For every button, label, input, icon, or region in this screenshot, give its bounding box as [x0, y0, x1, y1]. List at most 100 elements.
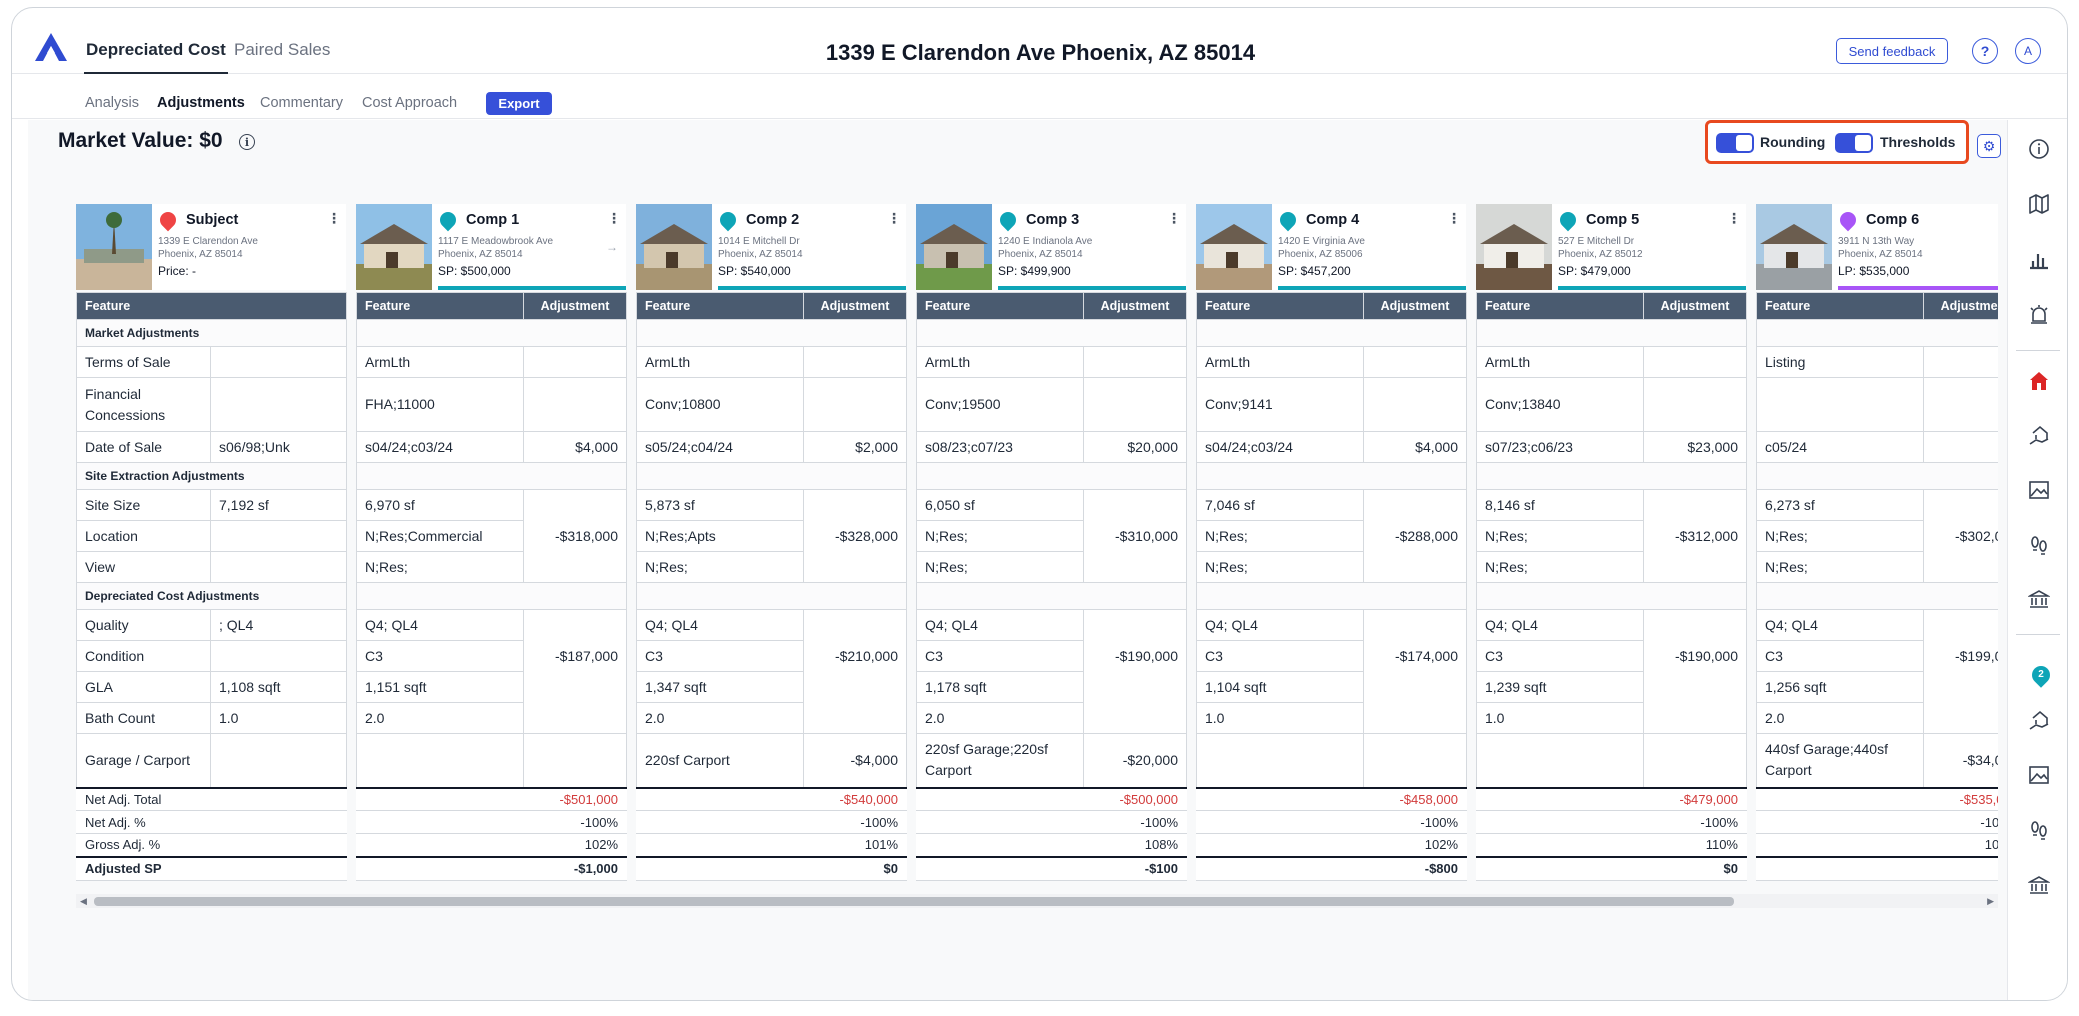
cell[interactable]: Q4; QL4 [356, 609, 524, 641]
image-icon[interactable] [2026, 762, 2052, 788]
cell[interactable]: 1,108 sqft [210, 671, 347, 703]
comp-photo[interactable] [636, 204, 712, 290]
adj-cell[interactable]: -$302,000 [1923, 489, 1998, 583]
subject-photo[interactable] [76, 204, 152, 290]
adj-cell[interactable] [1923, 431, 1998, 463]
adj-cell[interactable] [1083, 377, 1187, 432]
adj-cell[interactable] [1643, 346, 1747, 378]
adj-cell[interactable]: -$312,000 [1643, 489, 1747, 583]
bar-chart-icon[interactable] [2026, 246, 2052, 272]
cell[interactable]: N;Res; [916, 520, 1084, 552]
adj-cell[interactable] [803, 346, 907, 378]
adj-cell[interactable] [523, 733, 627, 788]
tab-paired-sales[interactable]: Paired Sales [234, 40, 331, 59]
cell[interactable]: s08/23;c07/23 [916, 431, 1084, 463]
adj-cell[interactable]: $2,000 [803, 431, 907, 463]
cell[interactable]: C3 [1196, 640, 1364, 672]
export-button[interactable]: Export [486, 92, 552, 115]
tab-depreciated-cost[interactable]: Depreciated Cost [86, 40, 226, 59]
cell[interactable]: N;Res; [356, 551, 524, 583]
cell[interactable]: c05/24 [1756, 431, 1924, 463]
adj-cell[interactable]: -$174,000 [1363, 609, 1467, 734]
comp-photo[interactable] [356, 204, 432, 290]
cell[interactable]: ArmLth [356, 346, 524, 378]
help-icon[interactable]: ? [1972, 38, 1998, 64]
adj-cell[interactable] [1363, 733, 1467, 788]
info-icon[interactable] [2026, 136, 2052, 162]
adj-cell[interactable]: -$288,000 [1363, 489, 1467, 583]
cell[interactable]: Q4; QL4 [1756, 609, 1924, 641]
subtab-adjustments[interactable]: Adjustments [157, 95, 245, 111]
adj-cell[interactable]: -$310,000 [1083, 489, 1187, 583]
cell[interactable]: 1,151 sqft [356, 671, 524, 703]
cell[interactable]: 220sf Garage;220sf Carport [916, 733, 1084, 788]
cell[interactable]: 7,192 sf [210, 489, 347, 521]
subtab-commentary[interactable]: Commentary [260, 95, 343, 111]
adj-cell[interactable]: -$190,000 [1643, 609, 1747, 734]
cell[interactable] [1756, 377, 1924, 432]
cell[interactable]: s07/23;c06/23 [1476, 431, 1644, 463]
cell[interactable] [210, 551, 347, 583]
cell[interactable]: N;Res;Apts [636, 520, 804, 552]
adj-cell[interactable] [1643, 377, 1747, 432]
scroll-thumb[interactable] [94, 897, 1734, 906]
cell[interactable]: C3 [636, 640, 804, 672]
adj-cell[interactable]: -$20,000 [1083, 733, 1187, 788]
cell[interactable]: C3 [916, 640, 1084, 672]
adj-cell[interactable]: -$187,000 [523, 609, 627, 734]
home-icon[interactable] [2026, 368, 2052, 394]
footprints-icon[interactable] [2026, 532, 2052, 558]
cell[interactable]: N;Res; [636, 551, 804, 583]
adj-cell[interactable]: -$328,000 [803, 489, 907, 583]
app-logo[interactable] [34, 32, 68, 62]
adj-cell[interactable]: $4,000 [1363, 431, 1467, 463]
house-hand-icon[interactable] [2026, 707, 2052, 733]
subtab-cost-approach[interactable]: Cost Approach [362, 95, 458, 111]
adj-cell[interactable] [803, 377, 907, 432]
cell[interactable]: C3 [1476, 640, 1644, 672]
cell[interactable]: 1,256 sqft [1756, 671, 1924, 703]
cell[interactable]: 2.0 [916, 702, 1084, 734]
cell[interactable]: N;Res; [916, 551, 1084, 583]
cell[interactable] [210, 640, 347, 672]
cell[interactable]: Q4; QL4 [636, 609, 804, 641]
cell[interactable]: 1,239 sqft [1476, 671, 1644, 703]
comparison-grid[interactable]: Subject 1339 E Clarendon Ave Phoenix, AZ … [76, 204, 1998, 894]
cell[interactable]: 1.0 [1476, 702, 1644, 734]
cell[interactable]: 440sf Garage;440sf Carport [1756, 733, 1924, 788]
comp-photo[interactable] [1476, 204, 1552, 290]
gear-icon[interactable]: ⚙ [1977, 134, 2001, 158]
cell[interactable]: N;Res; [1476, 520, 1644, 552]
cell[interactable]: 2.0 [636, 702, 804, 734]
cell[interactable]: 5,873 sf [636, 489, 804, 521]
cell[interactable]: N;Res;Commercial [356, 520, 524, 552]
cell[interactable]: Conv;9141 [1196, 377, 1364, 432]
adj-cell[interactable]: -$318,000 [523, 489, 627, 583]
cell[interactable]: 2.0 [356, 702, 524, 734]
cell[interactable]: s04/24;c03/24 [356, 431, 524, 463]
cell[interactable]: 8,146 sf [1476, 489, 1644, 521]
cell[interactable]: N;Res; [1196, 551, 1364, 583]
cell[interactable]: N;Res; [1196, 520, 1364, 552]
cell[interactable]: 1,347 sqft [636, 671, 804, 703]
cell[interactable]: Q4; QL4 [1476, 609, 1644, 641]
adj-cell[interactable]: -$199,000 [1923, 609, 1998, 734]
arrow-right-icon[interactable]: → [606, 240, 618, 254]
scroll-right-icon[interactable]: ▶ [1987, 896, 1994, 906]
cell[interactable]: Conv;13840 [1476, 377, 1644, 432]
comp-photo[interactable] [1756, 204, 1832, 290]
house-hand-icon[interactable] [2026, 422, 2052, 448]
avatar[interactable]: A [2015, 38, 2041, 64]
cell[interactable]: ArmLth [1476, 346, 1644, 378]
adj-cell[interactable] [1363, 377, 1467, 432]
adj-cell[interactable] [1923, 377, 1998, 432]
cell[interactable]: Conv;19500 [916, 377, 1084, 432]
more-menu-icon[interactable]: ⋮ [887, 210, 901, 226]
cell[interactable]: 6,273 sf [1756, 489, 1924, 521]
cell[interactable]: N;Res; [1756, 520, 1924, 552]
adj-cell[interactable]: -$190,000 [1083, 609, 1187, 734]
cell[interactable]: Q4; QL4 [1196, 609, 1364, 641]
cell[interactable] [210, 733, 347, 788]
cell[interactable] [356, 733, 524, 788]
info-icon[interactable]: i [239, 134, 255, 150]
